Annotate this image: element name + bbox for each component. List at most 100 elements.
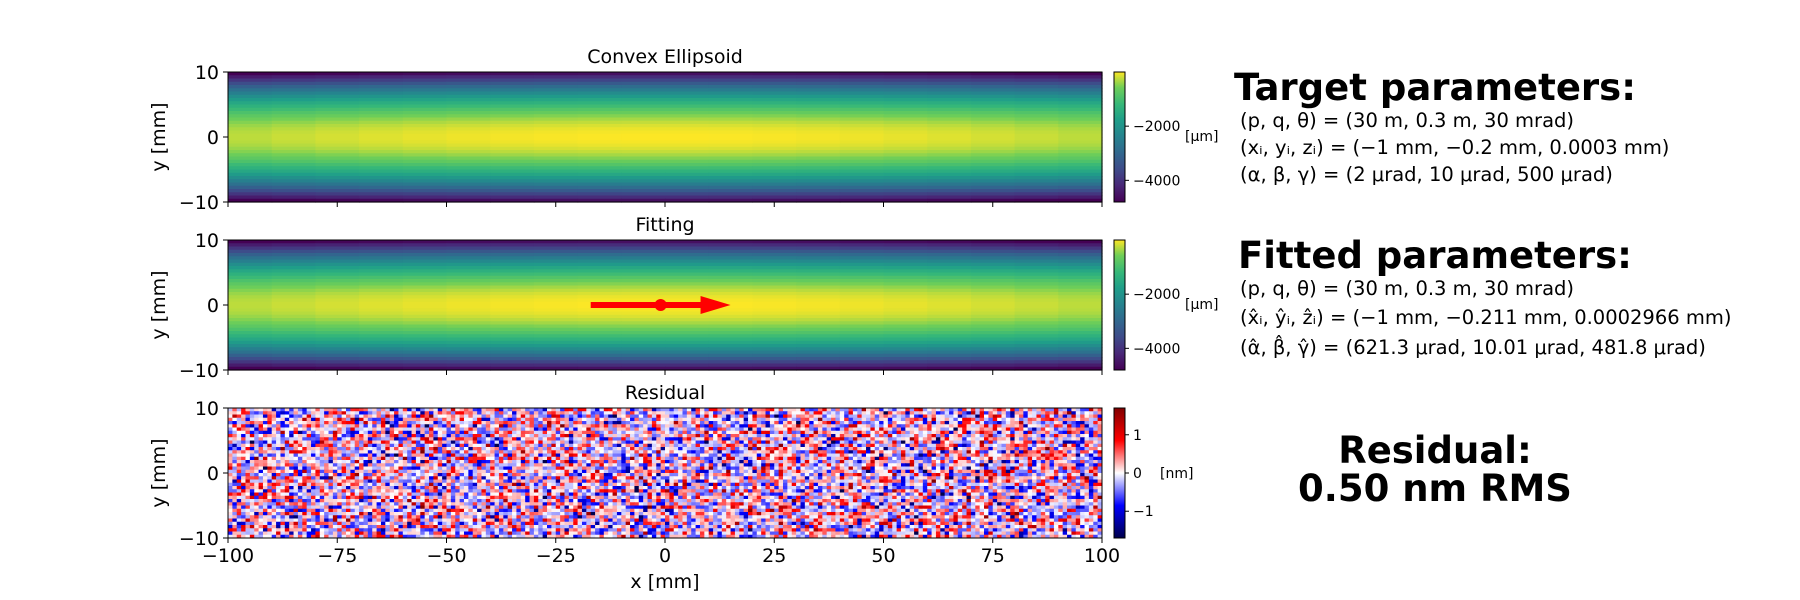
heatmap-cell: [228, 150, 273, 154]
heatmap-cell: [359, 159, 404, 164]
heatmap-cell: [297, 434, 303, 438]
heatmap-cell: [1010, 427, 1016, 432]
heatmap-cell: [717, 411, 723, 415]
heatmap-cell: [813, 434, 819, 438]
heatmap-cell: [621, 266, 666, 270]
heatmap-cell: [354, 424, 360, 428]
heatmap-cell: [769, 424, 775, 428]
heatmap-cell: [730, 430, 736, 435]
heatmap-cell: [673, 430, 679, 435]
heatmap-cell: [293, 456, 299, 461]
heatmap-cell: [791, 450, 797, 454]
heatmap-cell: [315, 78, 360, 83]
heatmap-cell: [708, 272, 753, 277]
heatmap-cell: [289, 417, 295, 422]
heatmap-cell: [909, 427, 915, 432]
heatmap-cell: [988, 417, 994, 422]
heatmap-cell: [708, 189, 753, 193]
heatmap-cell: [791, 408, 797, 412]
heatmap-cell: [411, 417, 417, 422]
heatmap-cell: [752, 91, 797, 96]
heatmap-cell: [1045, 434, 1051, 438]
heatmap-cell: [332, 424, 338, 428]
heatmap-cell: [446, 350, 491, 355]
heatmap-cell: [743, 417, 749, 422]
heatmap-cell: [258, 417, 264, 422]
heatmap-cell: [577, 137, 622, 141]
heatmap-cell: [752, 85, 797, 89]
heatmap-cell: [241, 408, 246, 412]
heatmap-cell: [1005, 434, 1011, 438]
heatmap-cell: [1023, 447, 1029, 451]
heatmap-cell: [857, 430, 863, 435]
heatmap-cell: [490, 124, 535, 128]
heatmap-cell: [796, 259, 841, 264]
heatmap-cell: [708, 156, 753, 161]
heatmap-cell: [634, 443, 640, 448]
heatmap-cell: [769, 421, 775, 425]
heatmap-cell: [280, 421, 286, 425]
heatmap-cell: [459, 411, 465, 415]
heatmap-cell: [359, 272, 404, 277]
heatmap-cell: [691, 421, 697, 425]
heatmap-cell: [691, 453, 697, 458]
heatmap-cell: [682, 427, 688, 432]
heatmap-cell: [490, 94, 535, 99]
heatmap-cell: [734, 437, 740, 441]
heatmap-cell: [992, 434, 998, 438]
heatmap-cell: [1053, 408, 1059, 412]
heatmap-cell: [1023, 417, 1029, 422]
heatmap-cell: [415, 430, 421, 435]
heatmap-cell: [1080, 450, 1086, 454]
heatmap-cell: [756, 443, 762, 448]
heatmap-cell: [621, 421, 627, 425]
heatmap-cell: [909, 430, 915, 435]
heatmap-cell: [411, 440, 417, 445]
heatmap-cell: [966, 450, 972, 454]
heatmap-cell: [752, 72, 797, 76]
heatmap-cell: [949, 430, 954, 435]
heatmap-cell: [970, 275, 1016, 280]
heatmap-cell: [879, 447, 884, 451]
heatmap-cell: [796, 253, 841, 257]
heatmap-cell: [765, 417, 771, 422]
heatmap-cell: [249, 417, 255, 422]
heatmap-cell: [1058, 172, 1103, 177]
heatmap-cell: [651, 440, 657, 445]
heatmap-cell: [826, 443, 832, 448]
heatmap-cell: [621, 150, 666, 154]
heatmap-cell: [817, 453, 823, 458]
heatmap-cell: [1075, 408, 1081, 412]
heatmap-cell: [402, 285, 448, 290]
heatmap-cell: [752, 111, 797, 115]
heatmap-cell: [782, 421, 788, 425]
heatmap-cell: [376, 427, 382, 432]
heatmap-cell: [490, 337, 535, 342]
heatmap-cell: [481, 453, 487, 458]
heatmap-cell: [782, 453, 788, 458]
heatmap-cell: [970, 133, 1016, 138]
heatmap-cell: [529, 427, 535, 432]
heatmap-cell: [870, 417, 876, 422]
heatmap-cell: [713, 450, 718, 454]
heatmap-cell: [870, 411, 876, 415]
heatmap-cell: [1093, 414, 1099, 419]
heatmap-cell: [1097, 424, 1103, 428]
heatmap-cell: [433, 453, 439, 458]
heatmap-cell: [463, 437, 469, 441]
heatmap-cell: [228, 266, 273, 270]
heatmap-cell: [228, 311, 273, 316]
heatmap-cell: [271, 81, 316, 86]
heatmap-cell: [665, 331, 710, 335]
heatmap-cell: [817, 434, 823, 438]
heatmap-cell: [756, 440, 762, 445]
heatmap-cell: [879, 456, 884, 461]
heatmap-cell: [516, 453, 522, 458]
heatmap-cell: [533, 314, 579, 319]
heatmap-cell: [905, 447, 911, 451]
heatmap-cell: [796, 298, 841, 303]
heatmap-cell: [970, 198, 1016, 203]
heatmap-cell: [376, 437, 382, 441]
heatmap-cell: [306, 424, 312, 428]
heatmap-cell: [258, 424, 264, 428]
